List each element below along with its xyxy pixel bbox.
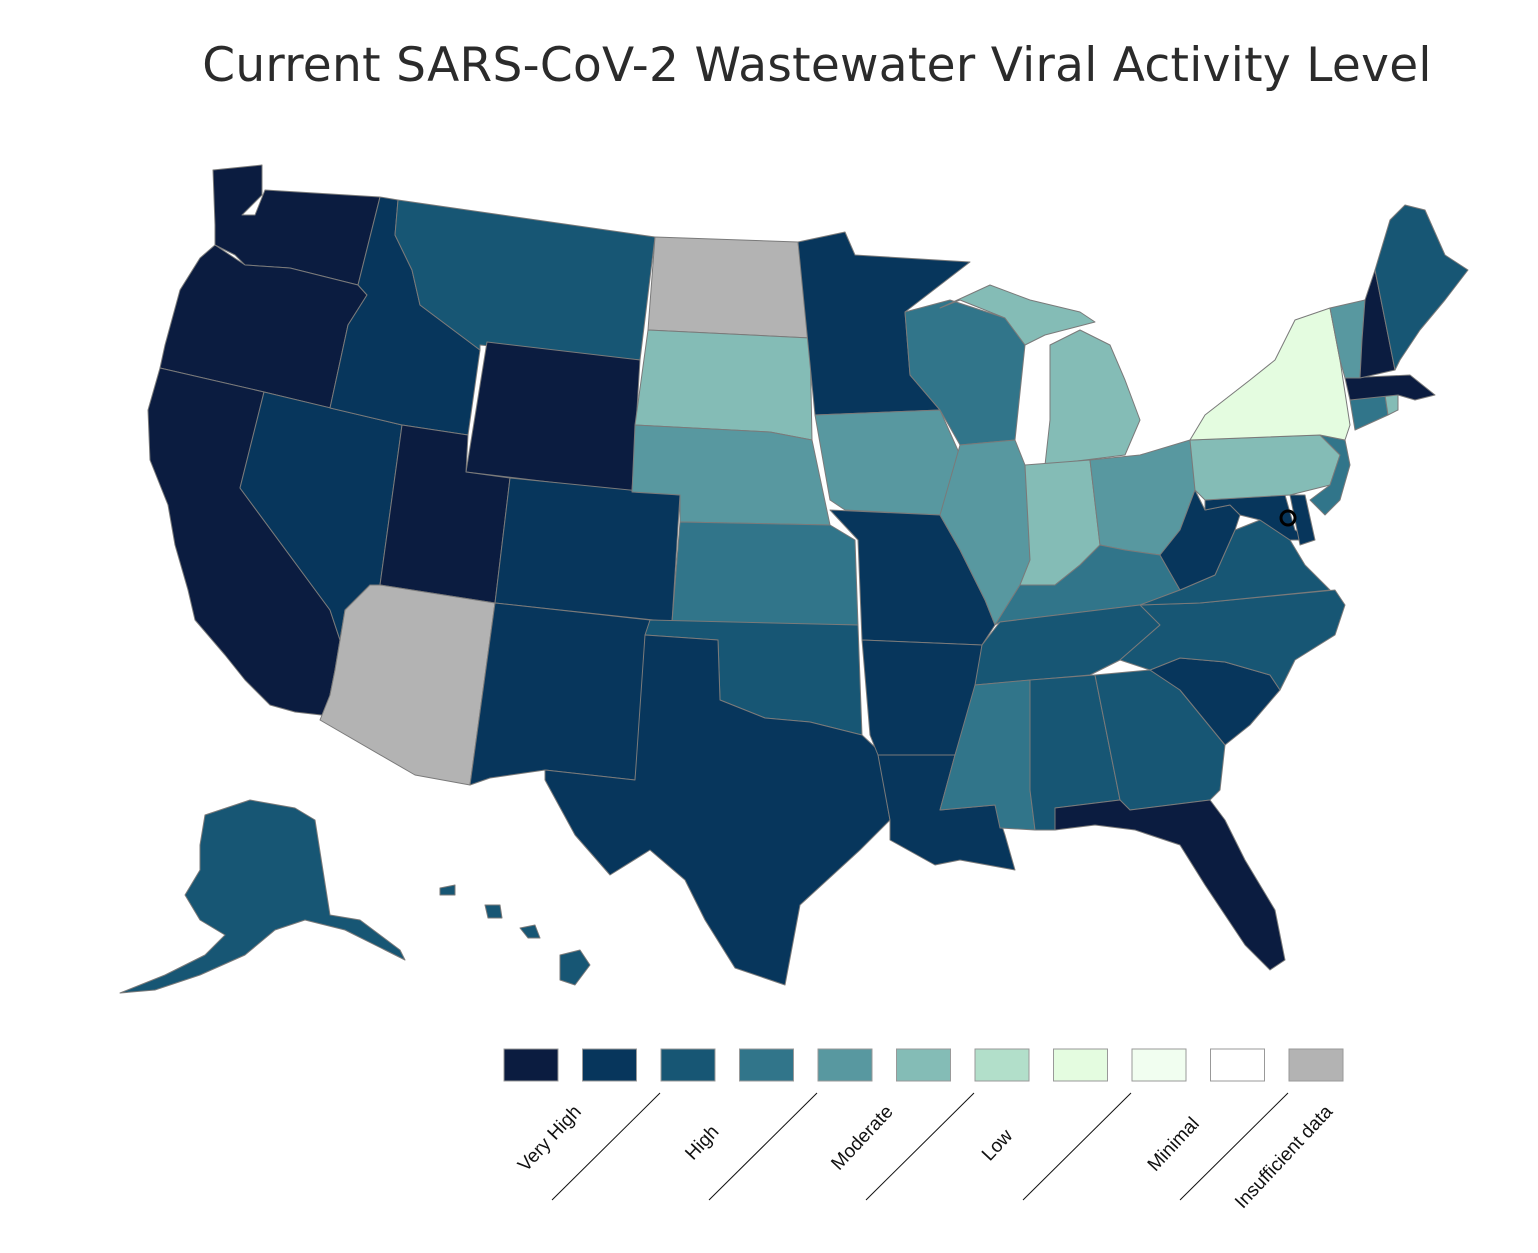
state-hawaii[interactable] xyxy=(439,884,591,986)
state-delaware[interactable] xyxy=(1289,494,1316,546)
state-maine[interactable] xyxy=(1374,204,1469,371)
state-kansas[interactable] xyxy=(671,521,859,626)
state-massachusetts[interactable] xyxy=(1344,374,1436,401)
legend-divider xyxy=(708,1092,818,1201)
legend-swatch xyxy=(660,1048,716,1082)
legend-swatch xyxy=(1288,1048,1344,1082)
legend xyxy=(503,1048,1344,1201)
state-new-jersey[interactable] xyxy=(1309,434,1351,516)
legend-swatch xyxy=(974,1048,1030,1082)
state-wyoming[interactable] xyxy=(465,341,641,493)
legend-swatch xyxy=(1053,1048,1108,1082)
legend-swatch xyxy=(896,1048,951,1082)
state-iowa[interactable] xyxy=(814,409,961,516)
state-montana[interactable] xyxy=(394,199,656,361)
state-new-hampshire[interactable] xyxy=(1359,269,1396,379)
legend-swatch xyxy=(1131,1048,1187,1082)
state-arizona[interactable] xyxy=(319,584,496,786)
map-title: Current SARS-CoV-2 Wastewater Viral Acti… xyxy=(202,38,1432,93)
state-michigan[interactable] xyxy=(939,284,1141,466)
state-pennsylvania[interactable] xyxy=(1189,434,1341,501)
legend-divider xyxy=(1022,1092,1132,1201)
state-florida[interactable] xyxy=(1054,799,1286,971)
state-south-dakota[interactable] xyxy=(634,329,813,441)
legend-divider xyxy=(1179,1092,1289,1201)
state-colorado[interactable] xyxy=(494,477,681,623)
state-new-york[interactable] xyxy=(1189,307,1351,441)
state-north-dakota[interactable] xyxy=(647,236,811,339)
state-connecticut[interactable] xyxy=(1349,394,1389,431)
legend-divider xyxy=(865,1092,975,1201)
state-new-mexico[interactable] xyxy=(469,602,651,786)
legend-swatch xyxy=(739,1048,794,1082)
state-texas[interactable] xyxy=(544,634,891,986)
legend-swatch xyxy=(582,1048,637,1082)
legend-swatch xyxy=(817,1048,873,1082)
legend-divider xyxy=(551,1092,661,1201)
state-alaska[interactable] xyxy=(119,799,406,994)
legend-swatch xyxy=(503,1048,559,1082)
legend-swatch xyxy=(1210,1048,1265,1082)
dc-marker[interactable] xyxy=(1279,509,1297,527)
state-north-carolina[interactable] xyxy=(1119,589,1346,691)
